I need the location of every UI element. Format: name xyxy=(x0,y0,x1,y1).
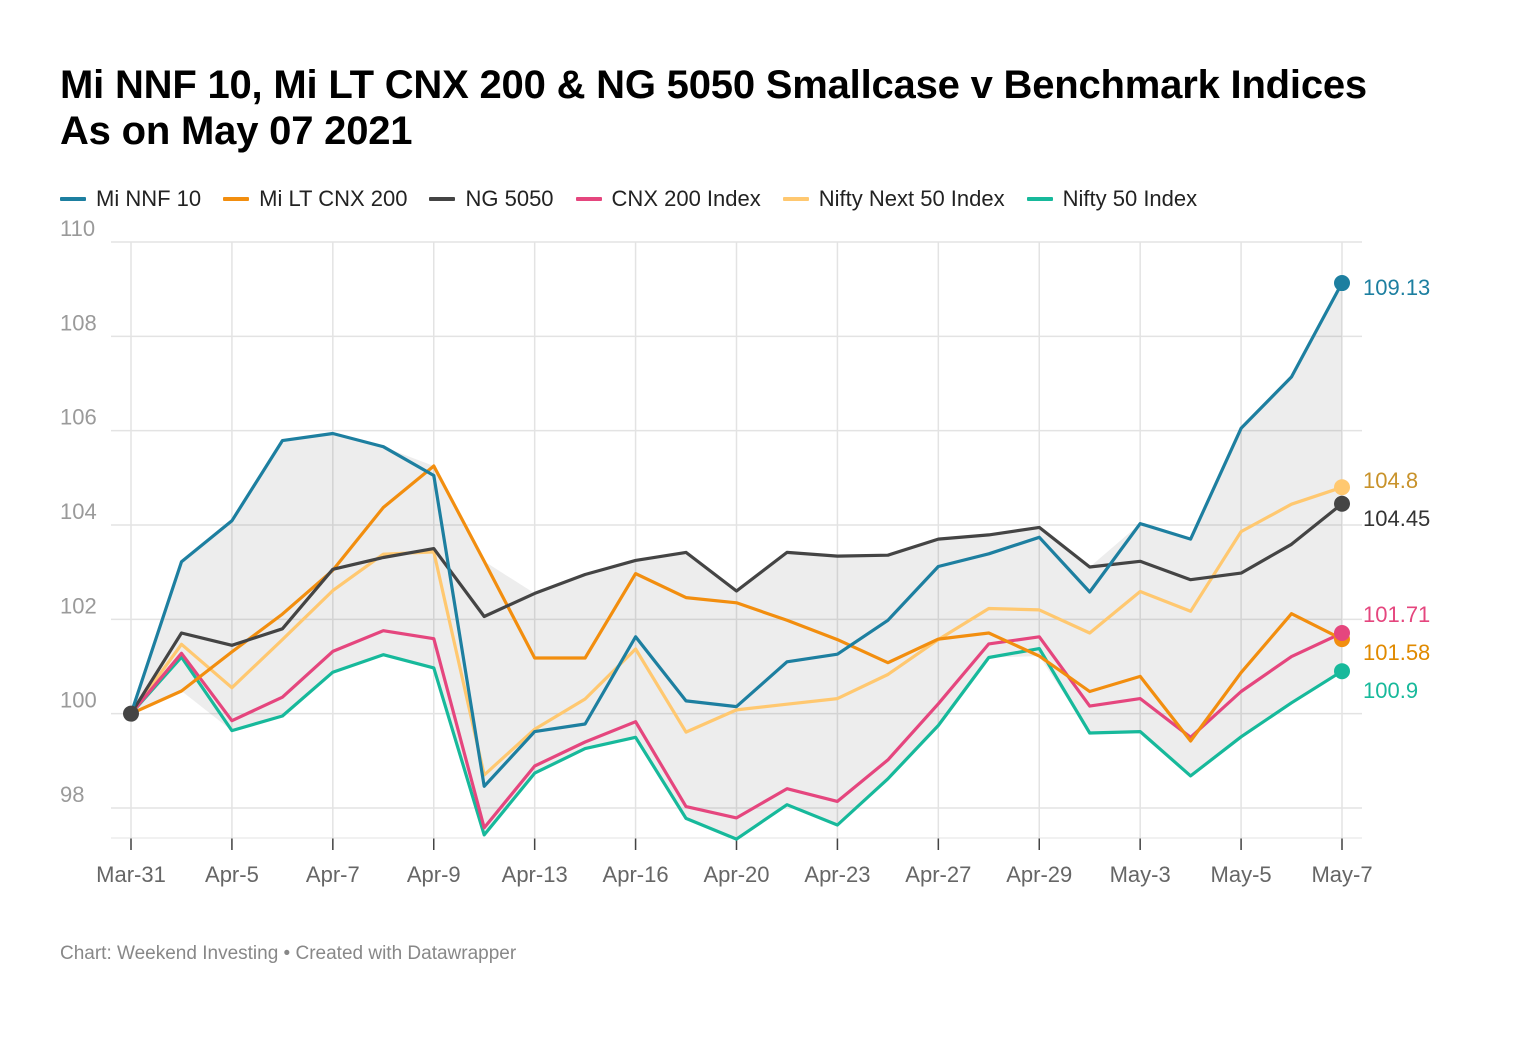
end-value-label: 101.71 xyxy=(1363,602,1430,627)
legend-label: NG 5050 xyxy=(465,186,554,211)
end-value-label: 109.13 xyxy=(1363,275,1430,300)
x-tick-label: Apr-27 xyxy=(905,862,971,887)
x-tick-label: May-5 xyxy=(1211,862,1272,887)
legend-item-nifty-next-50-index: Nifty Next 50 Index xyxy=(782,186,1005,212)
series-line-ng-5050 xyxy=(129,502,1344,716)
legend-swatch xyxy=(1026,197,1053,201)
x-tick-label: May-3 xyxy=(1110,862,1171,887)
legend-item-ng-5050: NG 5050 xyxy=(429,186,554,212)
x-tick-label: May-7 xyxy=(1311,862,1372,887)
end-point xyxy=(1334,625,1350,642)
legend-label: Nifty Next 50 Index xyxy=(818,186,1005,211)
end-value-label: 100.9 xyxy=(1363,678,1418,703)
end-point xyxy=(1334,495,1350,512)
y-tick-label: 104 xyxy=(60,499,97,524)
y-tick-label: 110 xyxy=(60,216,95,241)
x-tick-label: Mar-31 xyxy=(96,862,166,887)
legend: Mi NNF 10 Mi LT CNX 200 NG 5050 CNX 200 … xyxy=(60,186,1197,212)
x-tick-label: Apr-29 xyxy=(1006,862,1072,887)
end-point xyxy=(1334,275,1350,292)
end-point xyxy=(1334,479,1350,496)
chart-footer: Chart: Weekend Investing • Created with … xyxy=(60,943,517,964)
legend-swatch xyxy=(575,197,602,201)
end-value-label: 101.58 xyxy=(1363,640,1430,665)
legend-swatch xyxy=(782,197,809,201)
end-value-label: 104.45 xyxy=(1363,506,1430,531)
x-tick-label: Apr-9 xyxy=(407,862,461,887)
subtitle-line: As on May 07 2021 xyxy=(60,109,413,153)
legend-label: CNX 200 Index xyxy=(611,186,761,211)
y-tick-label: 98 xyxy=(60,782,84,807)
y-tick-label: 108 xyxy=(60,310,97,335)
end-value-label: 104.8 xyxy=(1363,468,1418,493)
end-point xyxy=(1334,663,1350,680)
legend-item-mi-nnf-10: Mi NNF 10 xyxy=(60,186,201,212)
series-line-nifty-next-50-index xyxy=(129,485,1344,777)
series-line-nifty-50-index xyxy=(129,646,1344,841)
legend-swatch xyxy=(60,197,86,201)
x-tick-label: Apr-5 xyxy=(205,862,259,887)
legend-swatch xyxy=(429,197,456,201)
x-tick-label: Apr-7 xyxy=(306,862,360,887)
series-line-mi-nnf-10 xyxy=(129,281,1344,788)
legend-item-nifty-50-index: Nifty 50 Index xyxy=(1026,186,1198,212)
x-tick-label: Apr-16 xyxy=(603,862,669,887)
legend-swatch xyxy=(223,197,250,201)
series-line-cnx-200-index xyxy=(129,629,1344,830)
y-tick-label: 106 xyxy=(60,405,97,430)
legend-item-mi-lt-cnx-200: Mi LT CNX 200 xyxy=(223,186,407,212)
legend-label: Mi NNF 10 xyxy=(96,186,202,211)
legend-label: Mi LT CNX 200 xyxy=(259,186,408,211)
start-point xyxy=(123,705,139,722)
y-tick-label: 100 xyxy=(60,688,97,713)
legend-label: Nifty 50 Index xyxy=(1062,186,1198,211)
x-tick-label: Apr-20 xyxy=(703,862,769,887)
x-tick-label: Apr-13 xyxy=(502,862,568,887)
legend-item-cnx-200-index: CNX 200 Index xyxy=(575,186,761,212)
x-tick-label: Apr-23 xyxy=(804,862,870,887)
title-line: Mi NNF 10, Mi LT CNX 200 & NG 5050 Small… xyxy=(60,63,1367,107)
y-tick-label: 102 xyxy=(60,593,97,618)
chart-title: Mi NNF 10, Mi LT CNX 200 & NG 5050 Small… xyxy=(60,62,1480,154)
